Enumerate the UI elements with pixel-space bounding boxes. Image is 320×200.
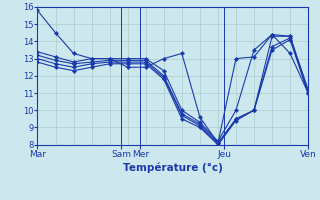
X-axis label: Température (°c): Température (°c): [123, 162, 223, 173]
